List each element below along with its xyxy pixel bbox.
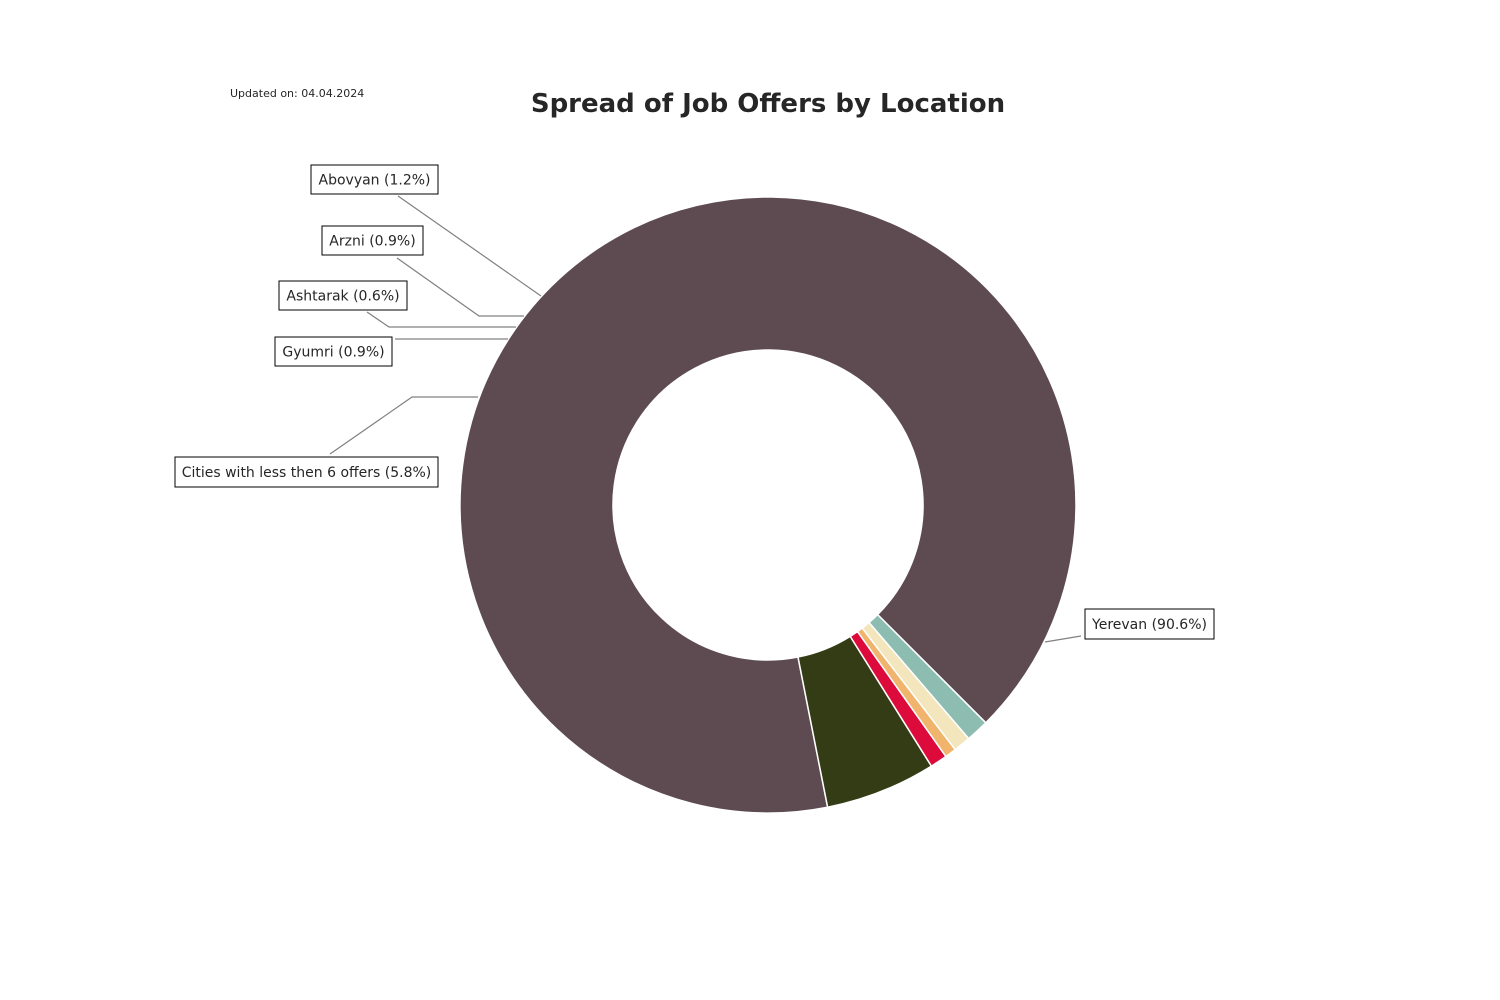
leader-line-yerevan [1044,635,1082,643]
slice-yerevan [459,196,1077,814]
slice-label-box [278,280,408,311]
slice-label-gyumri: Gyumri (0.9%) [274,336,393,367]
slice-label-text: Cities with less then 6 offers (5.8%) [182,465,432,481]
slice-label-abovyan: Abovyan (1.2%) [310,164,439,195]
slice-abovyan [867,613,987,740]
chart-title: Spread of Job Offers by Location [531,89,1005,119]
slice-label-box [310,164,439,195]
slice-label-box [174,456,439,488]
slice-label-ashtarak: Ashtarak (0.6%) [278,280,408,311]
leader-line-cities-with-less-then-6-offers [329,396,478,455]
slice-callouts: Yerevan (90.6%) Cities with less then 6 o… [174,164,1215,643]
slice-label-box [321,225,424,256]
slice-label-box [1084,608,1215,640]
leader-line-arzni [396,257,524,317]
slice-label-text: Abovyan (1.2%) [319,173,431,189]
donut-slices [459,196,1077,814]
slice-label-box [274,336,393,367]
leader-line-ashtarak [366,311,516,328]
slice-label-text: Yerevan (90.6%) [1091,617,1207,633]
updated-note: Updated on: 04.04.2024 [230,87,364,100]
leader-line-abovyan [397,195,542,297]
slice-label-text: Gyumri (0.9%) [282,345,384,361]
slice-label-arzni: Arzni (0.9%) [321,225,424,256]
slice-label-yerevan: Yerevan (90.6%) [1084,608,1215,640]
slice-label-text: Arzni (0.9%) [329,234,415,250]
slice-label-text: Ashtarak (0.6%) [286,289,399,305]
slice-label-cities-with-less-then-6-offers: Cities with less then 6 offers (5.8%) [174,456,439,488]
